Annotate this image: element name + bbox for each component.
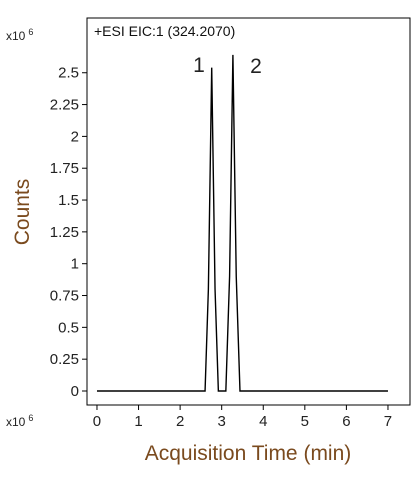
y-tick-label: 0.75: [50, 288, 79, 305]
x-tick-label: 4: [259, 413, 267, 430]
x-tick-label: 1: [134, 413, 142, 430]
y-tick-label: 0.5: [58, 319, 79, 336]
y-tick-label: 1.5: [58, 192, 79, 209]
x-tick-label: 6: [342, 413, 350, 430]
y-tick-label: 1: [71, 256, 79, 273]
y-tick-label: 1.25: [50, 224, 79, 241]
x-multiplier-exponent: 6: [28, 413, 33, 423]
x-tick-label: 3: [218, 413, 226, 430]
peak-label: 2: [250, 55, 262, 78]
x-tick-label: 5: [301, 413, 309, 430]
y-tick-label: 0: [71, 383, 79, 400]
x-tick-label: 7: [384, 413, 392, 430]
chart-title: +ESI EIC:1 (324.2070): [94, 23, 235, 39]
y-multiplier-base: x10: [6, 29, 26, 43]
y-tick-label: 2.25: [50, 97, 79, 114]
y-tick-label: 2.5: [58, 65, 79, 82]
peak-label: 1: [193, 54, 205, 77]
x-multiplier: x10 6: [6, 413, 33, 429]
x-axis-title: Acquisition Time (min): [145, 442, 352, 465]
y-tick-label: 0.25: [50, 351, 79, 368]
x-multiplier-base: x10: [6, 415, 26, 429]
y-multiplier-exponent: 6: [28, 27, 33, 37]
y-tick-label: 2: [71, 128, 79, 145]
y-tick-label: 1.75: [50, 160, 79, 177]
plot-frame: [86, 17, 411, 406]
x-tick-label: 0: [93, 413, 101, 430]
y-axis-title: Counts: [11, 179, 34, 246]
x-tick-label: 2: [176, 413, 184, 430]
trace-line: [96, 54, 388, 392]
y-multiplier: x10 6: [6, 27, 33, 43]
